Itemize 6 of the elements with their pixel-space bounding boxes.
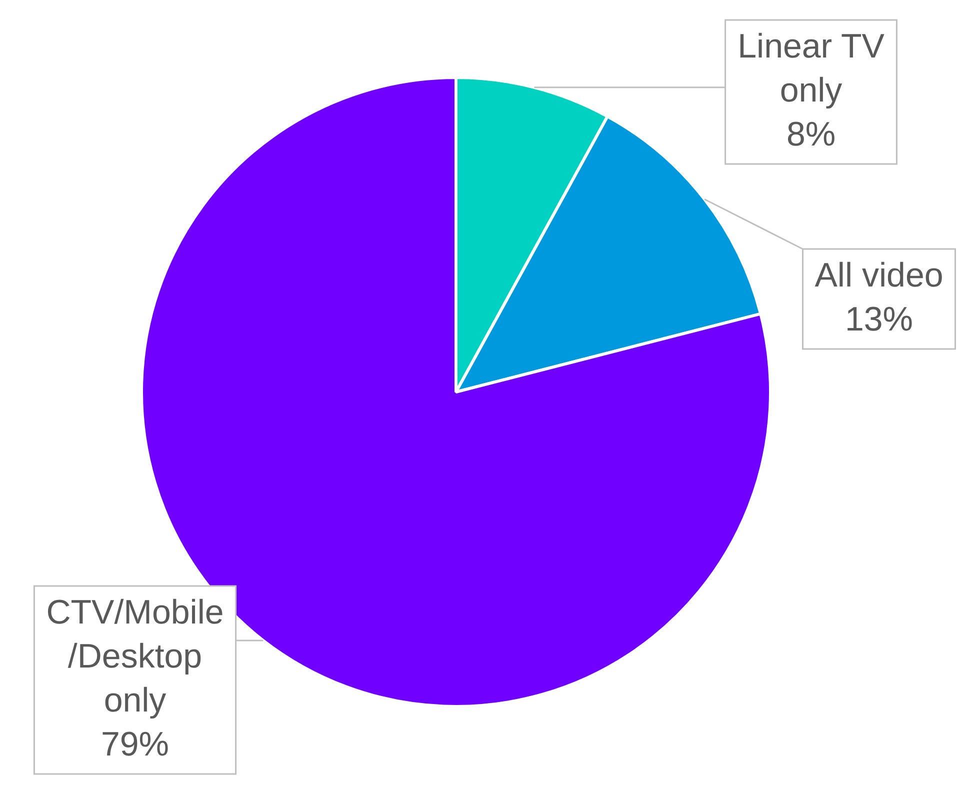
data-label: 8%: [786, 115, 836, 154]
slice-label: All video: [814, 256, 944, 294]
data-label: 13%: [844, 300, 914, 338]
data-label: 79%: [100, 725, 170, 764]
slice-label: Linear TV only: [738, 27, 885, 110]
slice-label: CTV/Mobile/Desktop only: [46, 593, 224, 720]
